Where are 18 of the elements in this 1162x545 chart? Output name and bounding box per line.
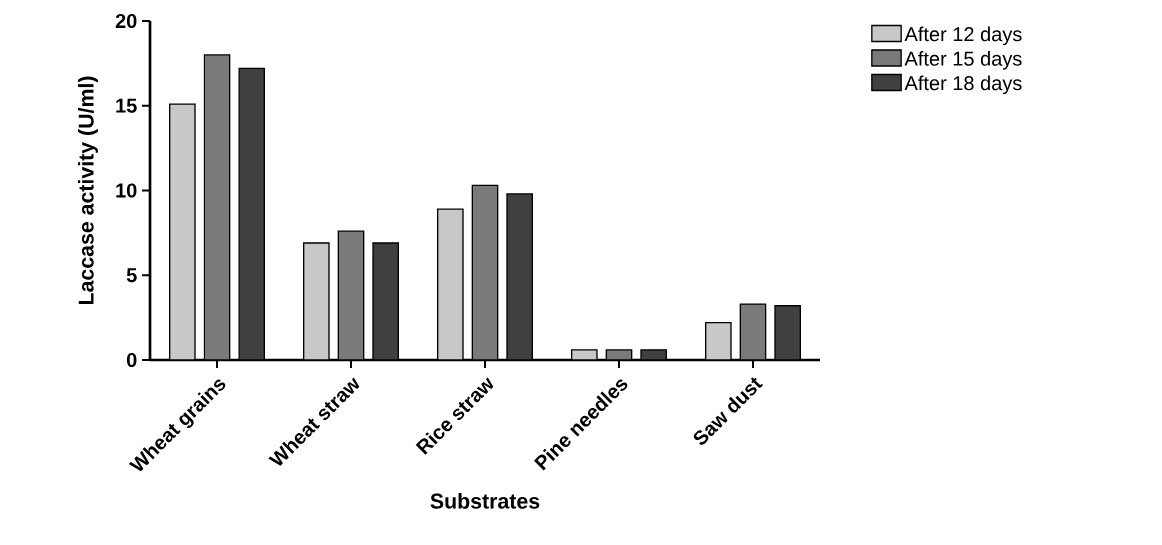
y-tick-label: 20	[115, 13, 137, 29]
legend-label: After 15 days	[904, 51, 1022, 70]
bar	[774, 305, 801, 360]
y-tick-label: 10	[116, 183, 137, 198]
legend-label: After 18 days	[904, 75, 1022, 95]
legend-label: After 12 days	[904, 26, 1022, 46]
y-tick-label: 15	[116, 98, 137, 113]
bar	[506, 193, 534, 360]
bar	[372, 242, 400, 360]
x-axis-title: Substrates	[430, 493, 540, 509]
bar	[238, 67, 266, 360]
bar	[203, 54, 231, 360]
y-tick-label: 5	[126, 268, 137, 283]
bar	[739, 303, 767, 360]
bar	[471, 184, 499, 360]
bar	[337, 230, 365, 360]
y-axis-title: Laccase activity (U/ml)	[78, 76, 98, 305]
y-tick-label: 0	[126, 352, 137, 368]
